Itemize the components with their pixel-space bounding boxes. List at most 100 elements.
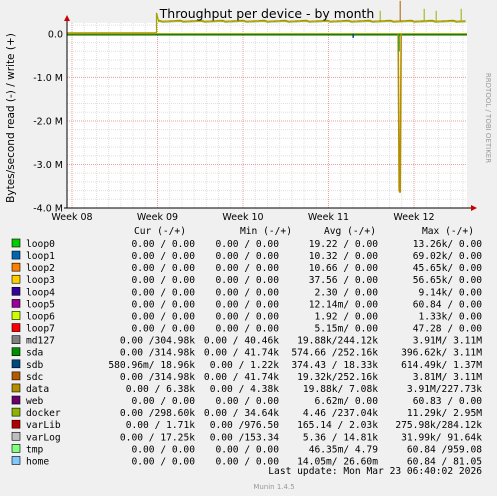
legend-value-min: 0.00 / 0.00 — [215, 263, 279, 274]
chart-title: Throughput per device - by month — [159, 6, 375, 21]
legend-swatch — [11, 359, 21, 369]
legend-row: loop4 0.00 / 0.00 0.00 / 0.00 2.30 / 0.00 9.… — [11, 287, 482, 298]
legend-value-avg: 165.14 / 2.03k — [297, 420, 378, 431]
last-update: Last update: Mon Mar 23 06:40:02 2026 — [268, 466, 482, 477]
legend-value-max: 60.84 /959.08 — [407, 444, 482, 455]
series-line-docker-write — [67, 13, 466, 35]
x-tick-label: Week 10 — [222, 212, 263, 223]
legend-value-min: 0.00 / 1.22k — [210, 360, 280, 371]
legend-value-avg: 19.32k/252.16k — [297, 372, 378, 383]
legend-row: loop7 0.00 / 0.00 0.00 / 0.00 5.15m/ 0.00 47… — [11, 323, 482, 335]
legend-series-name: loop4 — [26, 287, 55, 298]
legend-value-max: 275.98k/284.12k — [395, 420, 482, 431]
legend-value-min: 0.00 / 41.74k — [204, 372, 279, 383]
legend-series-name: docker — [26, 408, 61, 419]
legend-series-name: loop0 — [26, 239, 55, 250]
legend-series-name: sdb — [26, 360, 44, 371]
legend-value-avg: 574.66 /252.16k — [291, 348, 378, 359]
y-tick-label: -2.0 M — [33, 116, 63, 127]
legend-value-cur: 0.00 / 0.00 — [131, 263, 195, 274]
x-tick-label: Week 08 — [51, 212, 92, 223]
legend-row: loop3 0.00 / 0.00 0.00 / 0.00 37.56 / 0.00 5… — [11, 274, 483, 286]
y-tick-label: 0.0 — [48, 29, 63, 40]
legend-value-avg: 2.30 / 0.00 — [314, 287, 378, 298]
legend-swatch — [11, 299, 21, 308]
legend-value-max: 60.84 / 0.00 — [413, 299, 483, 310]
legend: Cur (-/+) Min (-/+) Avg (-/+) Max (-/+)loop… — [11, 226, 483, 467]
x-tick-label: Week 12 — [393, 212, 434, 223]
legend-swatch — [11, 323, 21, 332]
grid-layer — [67, 23, 467, 209]
legend-value-cur: 0.00 / 17.25k — [120, 432, 195, 443]
watermark: RRDTOOL / TOBI OETIKER — [484, 73, 492, 163]
legend-value-min: 0.00 / 0.00 — [215, 287, 279, 298]
legend-value-cur: 0.00 /298.60k — [120, 408, 195, 419]
legend-swatch — [11, 287, 21, 296]
x-tick-label: Week 11 — [308, 212, 349, 223]
legend-value-min: 0.00 / 0.00 — [215, 311, 279, 322]
y-tick-label: -4.0 M — [33, 204, 63, 215]
x-tick-label: Week 09 — [137, 212, 178, 223]
legend-value-min: 0.00 / 0.00 — [215, 456, 279, 467]
legend-swatch — [11, 444, 21, 453]
legend-value-max: 31.99k/ 91.64k — [401, 432, 482, 443]
legend-value-avg: 19.88k/244.12k — [297, 336, 378, 347]
legend-swatch — [11, 395, 21, 405]
legend-series-name: varLib — [26, 420, 61, 431]
series-line-write — [67, 12, 466, 34]
y-tick-label: -3.0 M — [33, 160, 63, 171]
legend-value-min: 0.00 / 41.74k — [204, 348, 279, 359]
legend-value-cur: 0.00 / 0.00 — [131, 299, 195, 310]
legend-value-cur: 0.00 / 0.00 — [131, 287, 195, 298]
legend-column-header: Cur (-/+) — [134, 226, 186, 237]
legend-row: sdb 580.96m/ 18.96k 0.00 / 1.22k 374.43 / 1… — [11, 359, 482, 371]
legend-series-name: sdc — [26, 372, 43, 383]
legend-value-max: 3.91M/227.73k — [407, 384, 482, 395]
legend-value-min: 0.00 / 0.00 — [215, 396, 279, 407]
legend-value-max: 60.84 / 81.05 — [407, 456, 482, 467]
legend-value-avg: 4.46 /237.04k — [303, 408, 378, 419]
legend-value-avg: 1.92 / 0.00 — [314, 311, 378, 322]
legend-row: md127 0.00 /304.98k 0.00 / 40.46k 19.88k/24… — [11, 335, 482, 347]
legend-row: sdc 0.00 /314.98k 0.00 / 41.74k 19.32k/252.… — [11, 371, 482, 383]
legend-row: varLib 0.00 / 1.71k 0.00 /976.50 165.14 / 2… — [11, 419, 482, 431]
legend-value-min: 0.00 / 0.00 — [215, 275, 279, 286]
series-layer — [67, 0, 467, 193]
legend-row: home 0.00 / 0.00 0.00 / 0.00 14.05m/ 26.60m… — [11, 456, 482, 467]
legend-swatch — [11, 407, 21, 417]
legend-value-min: 0.00 / 0.00 — [215, 299, 279, 310]
legend-value-cur: 0.00 /314.98k — [120, 372, 195, 383]
legend-value-min: 0.00 / 0.00 — [215, 444, 279, 455]
legend-value-cur: 0.00 / 0.00 — [131, 324, 195, 335]
legend-series-name: loop3 — [26, 275, 55, 286]
legend-series-name: home — [26, 456, 49, 467]
legend-value-max: 614.49k/ 1.37M — [401, 360, 482, 371]
legend-value-avg: 10.32 / 0.00 — [309, 251, 379, 262]
legend-value-min: 0.00 / 0.00 — [215, 239, 279, 250]
legend-series-name: md127 — [26, 336, 55, 347]
legend-value-cur: 0.00 / 0.00 — [131, 444, 195, 455]
legend-series-name: loop1 — [26, 251, 55, 262]
legend-row: loop6 0.00 / 0.00 0.00 / 0.00 1.92 / 0.00 1.… — [11, 311, 482, 322]
legend-value-cur: 580.96m/ 18.96k — [108, 360, 195, 371]
legend-value-max: 56.65k/ 0.00 — [413, 275, 483, 286]
legend-value-min: 0.00 /153.34 — [210, 432, 280, 443]
legend-swatch — [11, 431, 21, 441]
legend-series-name: tmp — [26, 444, 44, 455]
legend-row: sda 0.00 /314.98k 0.00 / 41.74k 574.66 /252… — [11, 347, 482, 359]
legend-swatch — [11, 419, 21, 429]
legend-swatch — [11, 335, 21, 344]
legend-row: web 0.00 / 0.00 0.00 / 0.00 6.62m/ 0.00 60.8… — [11, 395, 482, 407]
legend-swatch — [11, 371, 21, 381]
legend-value-cur: 0.00 /304.98k — [120, 336, 195, 347]
legend-value-min: 0.00 / 40.46k — [204, 336, 279, 347]
legend-row: loop5 0.00 / 0.00 0.00 / 0.00 12.14m/ 0.00 6… — [11, 299, 483, 310]
legend-value-min: 0.00 /976.50 — [210, 420, 280, 431]
legend-value-min: 0.00 / 0.00 — [215, 251, 279, 262]
legend-value-cur: 0.00 / 0.00 — [131, 311, 195, 322]
legend-series-name: loop6 — [26, 311, 55, 322]
legend-row: loop0 0.00 / 0.00 0.00 / 0.00 19.22 / 0.00 1… — [11, 238, 482, 250]
x-axis-arrow — [471, 205, 477, 211]
legend-value-max: 69.02k/ 0.00 — [413, 251, 483, 262]
